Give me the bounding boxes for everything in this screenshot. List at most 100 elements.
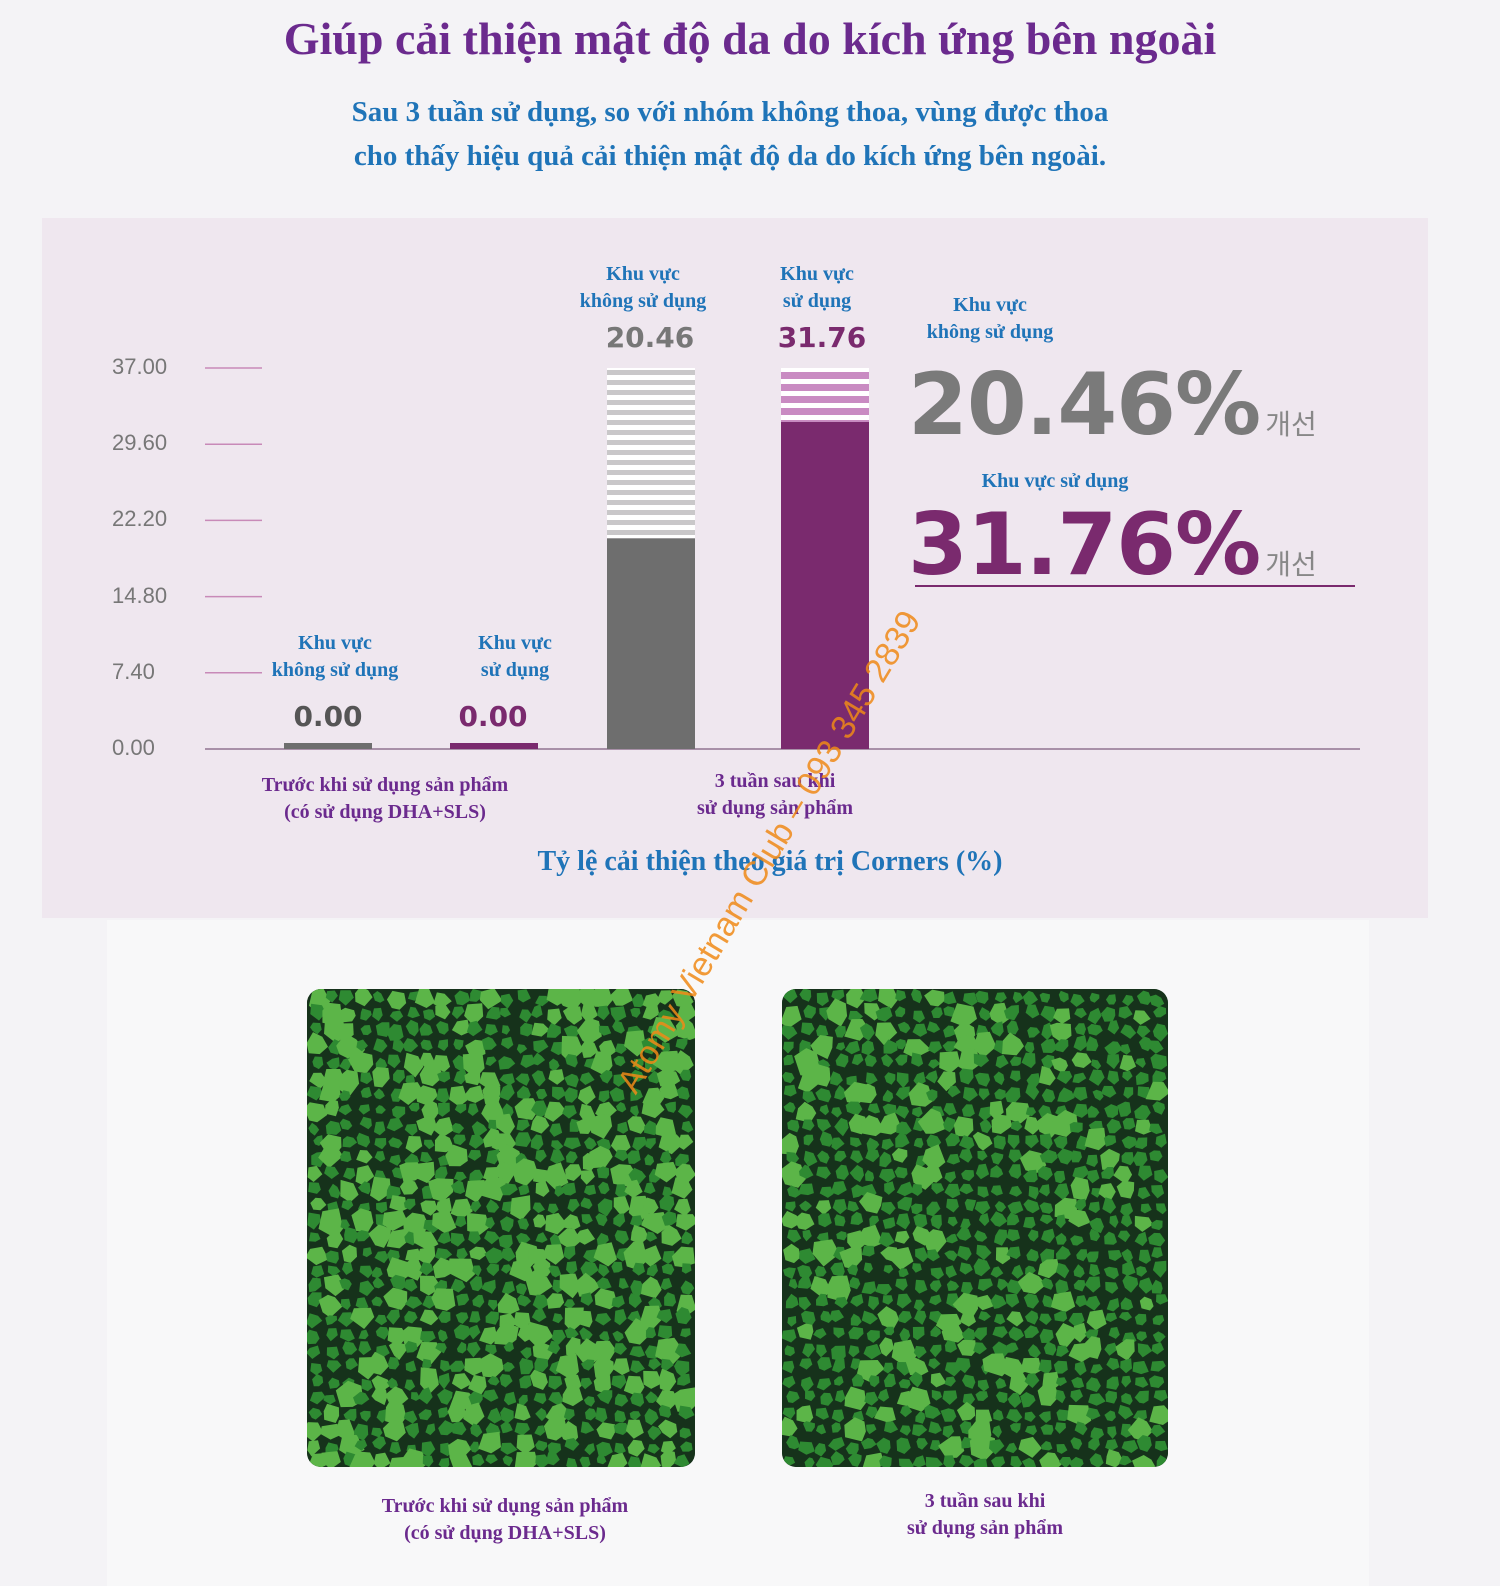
label-line: 3 tuần sau khi xyxy=(924,1490,1046,1512)
skin-cell xyxy=(672,1050,694,1076)
skin-cell xyxy=(386,1117,404,1132)
skin-cell xyxy=(328,1183,341,1199)
skin-cell xyxy=(308,1277,322,1293)
skin-cell xyxy=(910,1203,923,1215)
skin-cell xyxy=(417,1246,436,1266)
skin-cell xyxy=(548,1265,562,1278)
skin-cell xyxy=(929,1280,942,1293)
skin-cell xyxy=(1042,1294,1055,1308)
skin-cell xyxy=(614,1043,627,1054)
skin-cell xyxy=(360,1072,373,1085)
skin-cell xyxy=(536,1089,548,1100)
skin-cell xyxy=(478,1431,501,1454)
skin-cell xyxy=(451,1123,465,1134)
skin-cell xyxy=(1023,1293,1040,1309)
skin-cell xyxy=(680,1280,695,1295)
skin-cell xyxy=(647,1444,660,1454)
skin-cell xyxy=(547,1203,559,1214)
skin-cell xyxy=(609,989,633,1006)
skin-cell xyxy=(945,1265,957,1278)
skin-cell xyxy=(946,1280,960,1291)
skin-cell xyxy=(324,1166,340,1179)
skin-cell xyxy=(1020,1392,1036,1408)
skin-cell xyxy=(419,1309,439,1326)
skin-cell xyxy=(593,1375,611,1394)
skin-cell xyxy=(610,1006,627,1023)
skin-cell xyxy=(564,1438,580,1451)
skin-cell xyxy=(631,1069,645,1082)
skin-cell xyxy=(326,1360,342,1373)
skin-cell xyxy=(1084,1336,1102,1359)
skin-cell xyxy=(876,1112,903,1135)
skin-cell xyxy=(1140,1203,1152,1214)
skin-cell xyxy=(1152,1331,1166,1343)
skin-cell xyxy=(520,1022,533,1037)
skin-cell xyxy=(434,1133,454,1153)
skin-cell xyxy=(1010,1456,1023,1467)
skin-cell xyxy=(994,1088,1006,1100)
skin-cell xyxy=(1070,993,1085,1007)
skin-cell xyxy=(422,1358,432,1371)
skin-cell xyxy=(978,1007,991,1021)
skin-cell xyxy=(596,1166,610,1179)
skin-cell xyxy=(567,1199,580,1213)
skin-cell xyxy=(974,1230,988,1242)
skin-cell xyxy=(389,1010,404,1022)
skin-cell xyxy=(580,1197,593,1210)
skin-cell xyxy=(1023,1169,1038,1183)
skin-cell xyxy=(814,1265,827,1277)
skin-cell xyxy=(592,1340,616,1362)
skin-cell xyxy=(453,1324,472,1341)
skin-cell xyxy=(978,1213,990,1227)
skin-cell xyxy=(976,1244,992,1260)
skin-cell xyxy=(371,1375,391,1391)
skin-cell xyxy=(349,1451,376,1467)
skin-cell xyxy=(1149,1375,1165,1388)
skin-cell xyxy=(1149,1150,1163,1162)
photo-caption-before: Trước khi sử dụng sản phẩm (có sử dụng D… xyxy=(330,1493,680,1547)
skin-cell xyxy=(562,1006,583,1025)
skin-cell xyxy=(1037,1259,1060,1279)
skin-cell xyxy=(661,1224,682,1246)
skin-cell xyxy=(385,1398,407,1426)
skin-cell xyxy=(468,1134,485,1149)
skin-cell xyxy=(368,1351,389,1375)
skin-cell xyxy=(1120,1358,1132,1374)
skin-cell xyxy=(1121,1136,1138,1149)
skin-cell xyxy=(318,1145,344,1169)
skin-cell xyxy=(388,1357,400,1370)
skin-cell xyxy=(959,1148,973,1163)
skin-cell xyxy=(1058,990,1069,1003)
skin-cell xyxy=(599,1070,613,1084)
skin-cell xyxy=(992,1326,1008,1338)
skin-cell xyxy=(566,1261,578,1276)
skin-cell xyxy=(464,1003,484,1026)
skin-cell xyxy=(411,1392,421,1401)
skin-cell xyxy=(839,1247,863,1270)
skin-cell xyxy=(1117,1230,1131,1243)
skin-cell xyxy=(375,1326,390,1340)
skin-cell xyxy=(454,1103,467,1114)
skin-cell xyxy=(356,1039,368,1052)
summary-used: 31.76% 개선 xyxy=(908,495,1317,595)
skin-cell xyxy=(930,1214,942,1230)
skin-cell xyxy=(421,1441,436,1457)
skin-cell xyxy=(418,1409,432,1421)
skin-cell xyxy=(629,1411,641,1421)
skin-cell xyxy=(1038,1411,1051,1423)
data-label-after-unused: 20.46 xyxy=(605,321,695,354)
skin-cell xyxy=(580,1421,595,1434)
skin-cell xyxy=(318,1294,343,1318)
skin-cell xyxy=(1072,1103,1088,1118)
skin-cell xyxy=(565,1054,578,1068)
skin-cell xyxy=(564,1073,579,1088)
skin-cell xyxy=(497,1292,520,1315)
skin-cell xyxy=(915,1247,929,1263)
skin-cell xyxy=(449,1449,473,1467)
skin-cell xyxy=(1155,1133,1167,1148)
skin-image-after xyxy=(782,989,1168,1467)
skin-cell xyxy=(307,1345,321,1359)
skin-cell xyxy=(482,1083,501,1107)
skin-cell xyxy=(1137,1187,1151,1200)
skin-cell xyxy=(875,1006,893,1022)
